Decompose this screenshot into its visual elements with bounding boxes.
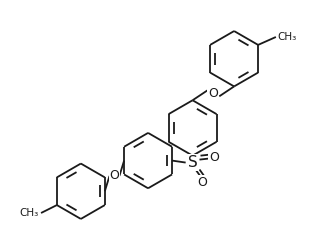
Text: O: O (197, 176, 207, 189)
Text: O: O (209, 151, 219, 164)
Text: O: O (208, 87, 218, 100)
Text: CH₃: CH₃ (20, 208, 39, 218)
Text: CH₃: CH₃ (278, 32, 297, 42)
Text: S: S (188, 155, 197, 170)
Text: O: O (109, 169, 119, 183)
